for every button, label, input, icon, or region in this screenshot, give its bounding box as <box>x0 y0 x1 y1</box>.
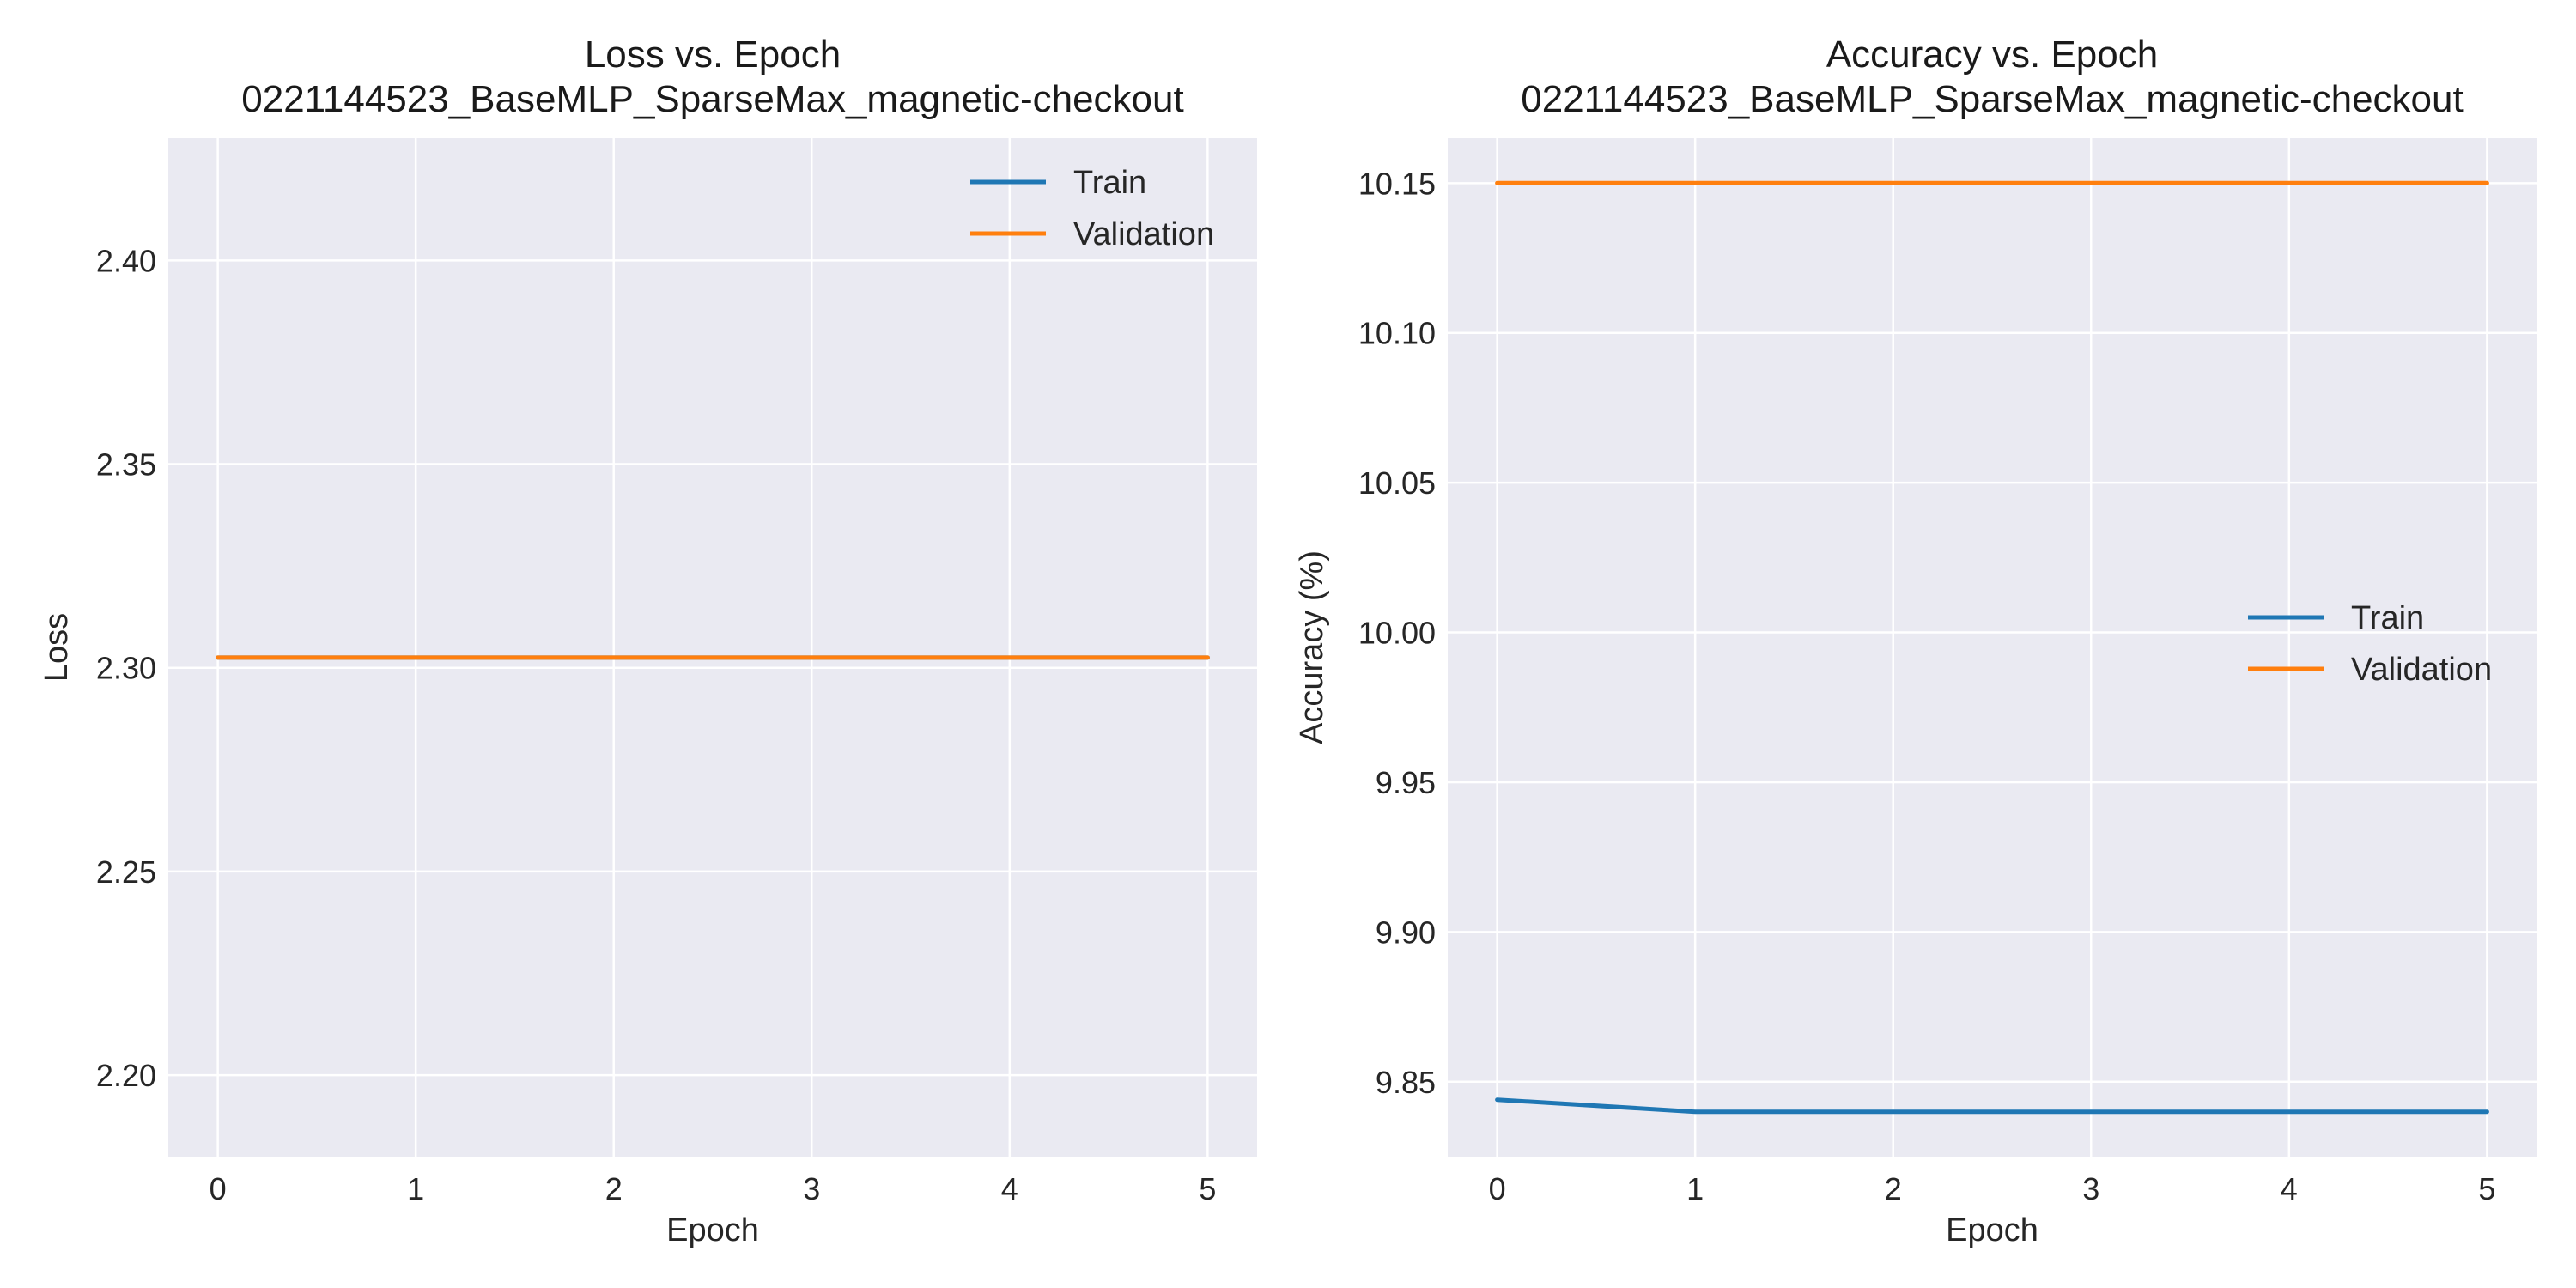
accuracy-x-tick-label: 5 <box>2478 1171 2495 1206</box>
accuracy-legend: Train Validation <box>2248 600 2492 688</box>
accuracy-y-tick-label: 10.10 <box>1358 316 1436 351</box>
accuracy-x-tick-label: 4 <box>2281 1171 2298 1206</box>
loss-x-tick-label: 3 <box>803 1171 820 1206</box>
accuracy-chart-title: Accuracy vs. Epoch <box>1826 33 2158 76</box>
loss-legend: Train Validation <box>970 165 1214 252</box>
loss-x-tick-labels: 0 1 2 3 4 5 <box>210 1171 1217 1206</box>
loss-y-tick-label: 2.35 <box>96 447 156 483</box>
loss-legend-train-label: Train <box>1073 165 1146 201</box>
accuracy-x-tick-label: 1 <box>1686 1171 1704 1206</box>
loss-plot-area <box>168 138 1257 1157</box>
accuracy-y-axis-label: Accuracy (%) <box>1294 550 1330 744</box>
loss-y-tick-label: 2.25 <box>96 854 156 890</box>
accuracy-chart-subtitle: 0221144523_BaseMLP_SparseMax_magnetic-ch… <box>1521 78 2463 120</box>
accuracy-x-tick-label: 0 <box>1489 1171 1506 1206</box>
loss-y-axis-label: Loss <box>39 613 75 682</box>
accuracy-series-train <box>1495 1097 2489 1115</box>
accuracy-y-tick-label: 10.00 <box>1358 616 1436 651</box>
loss-x-tick-label: 4 <box>1001 1171 1018 1206</box>
loss-y-tick-label: 2.20 <box>96 1058 156 1093</box>
accuracy-plot-area <box>1448 138 2537 1157</box>
loss-x-tick-label: 2 <box>605 1171 623 1206</box>
accuracy-y-tick-label: 10.05 <box>1358 465 1436 501</box>
accuracy-y-tick-label: 9.85 <box>1376 1065 1436 1100</box>
accuracy-series-lines <box>1495 180 2489 1115</box>
accuracy-legend-train-label: Train <box>2351 600 2424 636</box>
loss-y-tick-label: 2.30 <box>96 651 156 686</box>
loss-chart: Loss vs. Epoch 0221144523_BaseMLP_Sparse… <box>39 33 1257 1249</box>
loss-x-axis-label: Epoch <box>666 1212 759 1249</box>
loss-y-tick-labels: 2.20 2.25 2.30 2.35 2.40 <box>96 243 156 1093</box>
accuracy-y-tick-labels: 9.85 9.90 9.95 10.00 10.05 10.10 10.15 <box>1358 166 1436 1099</box>
accuracy-y-tick-label: 10.15 <box>1358 166 1436 201</box>
accuracy-x-tick-label: 2 <box>1885 1171 1902 1206</box>
accuracy-legend-validation-label: Validation <box>2351 652 2492 688</box>
accuracy-x-axis-label: Epoch <box>1946 1212 2038 1249</box>
loss-chart-subtitle: 0221144523_BaseMLP_SparseMax_magnetic-ch… <box>241 78 1183 120</box>
loss-x-tick-label: 1 <box>407 1171 424 1206</box>
loss-x-tick-label: 0 <box>210 1171 227 1206</box>
loss-x-tick-label: 5 <box>1199 1171 1216 1206</box>
accuracy-chart: Accuracy vs. Epoch 0221144523_BaseMLP_Sp… <box>1294 33 2537 1249</box>
loss-gridlines <box>168 138 1257 1157</box>
loss-y-tick-label: 2.40 <box>96 243 156 278</box>
accuracy-y-tick-label: 9.95 <box>1376 765 1436 800</box>
loss-legend-validation-label: Validation <box>1073 216 1214 252</box>
accuracy-x-tick-label: 3 <box>2082 1171 2099 1206</box>
accuracy-y-tick-label: 9.90 <box>1376 914 1436 950</box>
accuracy-x-tick-labels: 0 1 2 3 4 5 <box>1489 1171 2496 1206</box>
loss-chart-title: Loss vs. Epoch <box>585 33 841 76</box>
